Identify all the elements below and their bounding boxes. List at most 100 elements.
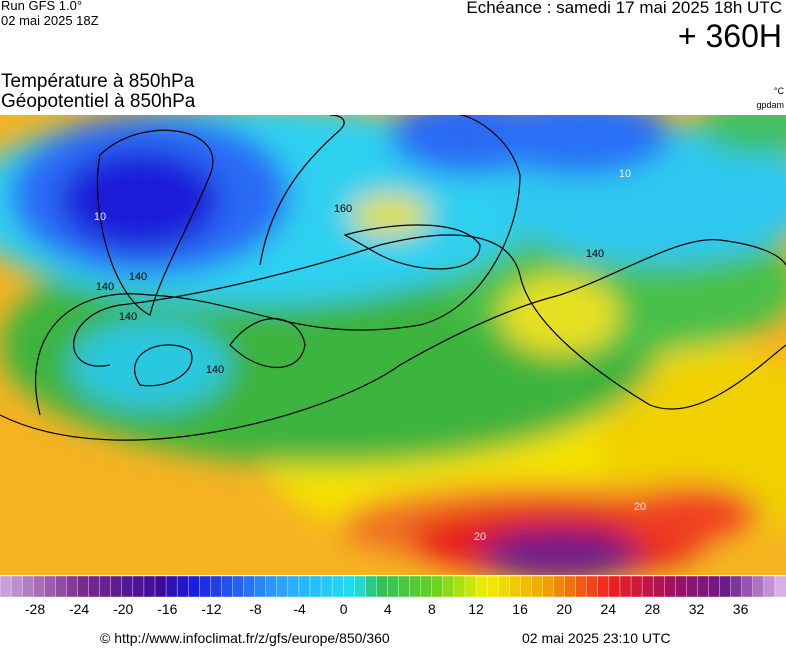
colorbar-swatch	[453, 576, 466, 598]
contour-label: 140	[96, 281, 114, 293]
colorbar-swatch	[376, 576, 389, 598]
contour-label: 20	[634, 501, 646, 513]
colorbar-label: 36	[733, 601, 749, 617]
colorbar-swatch	[210, 576, 223, 598]
colorbar-label: 28	[645, 601, 661, 617]
colorbar-swatch	[55, 576, 68, 598]
colorbar-swatch	[520, 576, 533, 598]
contour-label: 160	[334, 203, 352, 215]
colorbar-swatch	[21, 576, 34, 598]
run: Run GFS 1.0°	[1, 0, 83, 13]
colorbar-swatch	[121, 576, 134, 598]
colorbar-swatch	[675, 576, 688, 598]
colorbar-label: 4	[384, 601, 392, 617]
colorbar-swatch	[331, 576, 344, 598]
lead-time: + 360H	[677, 18, 782, 54]
colorbar-swatch	[132, 576, 145, 598]
colorbar-label: 20	[556, 601, 572, 617]
colorbar-swatch	[110, 576, 123, 598]
contour-label: 140	[206, 364, 224, 376]
colorbar-swatch	[398, 576, 411, 598]
colorbar-label: -4	[293, 601, 306, 617]
unit-geo: gpdam	[756, 100, 784, 110]
colorbar-label: -12	[201, 601, 221, 617]
colorbar-swatch	[88, 576, 101, 598]
generated: 02 mai 2025 23:10 UTC	[522, 630, 671, 646]
colorbar-swatch	[165, 576, 178, 598]
colorbar-swatch	[697, 576, 710, 598]
colorbar-swatch	[342, 576, 355, 598]
map: 140 140 140 140 140 160 10 10 20 20	[0, 115, 786, 575]
colorbar-swatch	[387, 576, 400, 598]
colorbar-swatch	[298, 576, 311, 598]
colorbar-swatch	[464, 576, 477, 598]
colorbar-swatch	[320, 576, 333, 598]
colorbar-swatch	[719, 576, 732, 598]
colorbar: -28 -24 -20 -16 -12 -8 -4 0 4 8 12 16 20 24 28 32 36	[0, 576, 786, 617]
colorbar-swatch	[652, 576, 665, 598]
colorbar-swatch	[243, 576, 256, 598]
colorbar-swatch	[486, 576, 499, 598]
colorbar-swatch	[44, 576, 57, 598]
colorbar-label: 32	[689, 601, 705, 617]
colorbar-swatch	[763, 576, 776, 598]
colorbar-swatch	[99, 576, 112, 598]
colorbar-swatch	[553, 576, 566, 598]
source: © http://www.infoclimat.fr/z/gfs/europe/…	[100, 630, 390, 646]
colorbar-label: -24	[69, 601, 89, 617]
colorbar-swatch	[354, 576, 367, 598]
colorbar-swatch	[77, 576, 90, 598]
colorbar-label: -8	[249, 601, 262, 617]
colorbar-swatch	[730, 576, 743, 598]
colorbar-swatch	[0, 576, 12, 598]
colorbar-swatch	[199, 576, 212, 598]
contour-label: 20	[474, 531, 486, 543]
contour-label: 140	[586, 248, 604, 260]
colorbar-swatch	[597, 576, 610, 598]
unit-temp: °C	[773, 86, 784, 96]
colorbar-swatch	[254, 576, 267, 598]
colorbar-label: 0	[340, 601, 348, 617]
colorbar-label: 8	[428, 601, 436, 617]
colorbar-swatch	[309, 576, 322, 598]
colorbar-swatch	[752, 576, 765, 598]
geopotential-contours	[0, 115, 786, 441]
colorbar-swatch	[221, 576, 234, 598]
colorbar-swatch	[475, 576, 488, 598]
colorbar-label: -28	[25, 601, 45, 617]
colorbar-swatch	[143, 576, 156, 598]
colorbar-label: -20	[113, 601, 133, 617]
colorbar-swatch	[276, 576, 289, 598]
contour-label: 140	[129, 271, 147, 283]
colorbar-swatch	[154, 576, 167, 598]
colorbar-swatch	[686, 576, 699, 598]
colorbar-swatch	[630, 576, 643, 598]
colorbar-swatch	[442, 576, 455, 598]
colorbar-swatch	[564, 576, 577, 598]
colorbar-swatch	[774, 576, 786, 598]
colorbar-swatch	[664, 576, 676, 598]
colorbar-swatch	[33, 576, 45, 598]
colorbar-swatch	[265, 576, 278, 598]
colorbar-swatch	[575, 576, 588, 598]
colorbar-swatch	[409, 576, 422, 598]
colorbar-swatch	[741, 576, 754, 598]
colorbar-swatch	[542, 576, 555, 598]
colorbar-swatch	[420, 576, 433, 598]
colorbar-label: 24	[601, 601, 617, 617]
colorbar-swatch	[365, 576, 378, 598]
colorbar-swatch	[641, 576, 654, 598]
colorbar-label: 16	[512, 601, 528, 617]
colorbar-swatch	[10, 576, 23, 598]
colorbar-swatch	[586, 576, 599, 598]
contour-labels: 140 140 140 140 140 160 10 10 20 20	[94, 168, 646, 543]
colorbar-swatch	[187, 576, 200, 598]
colorbar-swatch	[176, 576, 189, 598]
contour-label: 10	[619, 168, 631, 180]
colorbar-swatch	[431, 576, 444, 598]
run-date: 02 mai 2025 18Z	[1, 13, 99, 28]
colorbar-swatch	[608, 576, 621, 598]
contour-label: 140	[119, 311, 137, 323]
colorbar-swatch	[66, 576, 79, 598]
colorbar-swatch	[531, 576, 544, 598]
